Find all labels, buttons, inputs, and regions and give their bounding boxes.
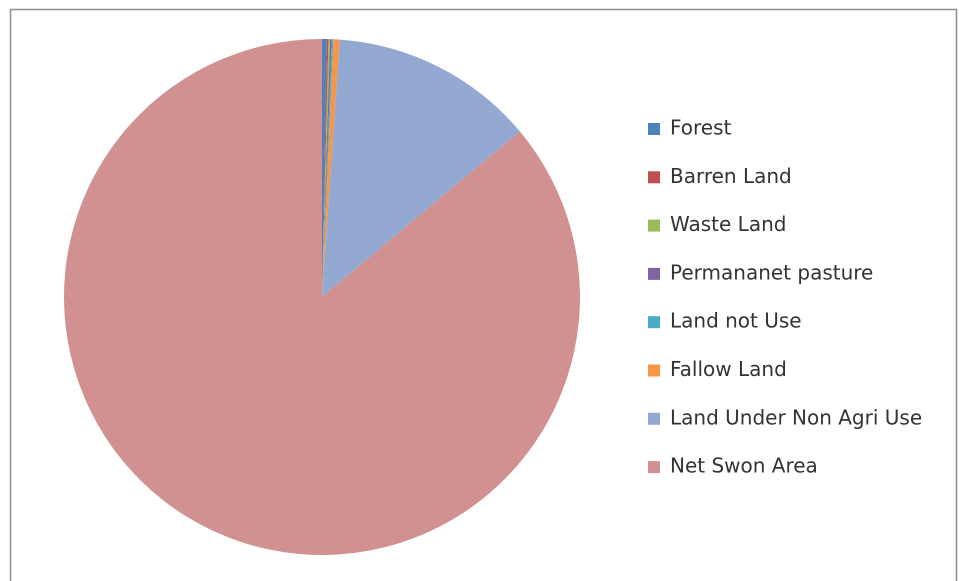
legend-label: Net Swon Area — [670, 454, 818, 478]
pie-slice — [322, 39, 332, 297]
pie-slice — [322, 39, 520, 298]
legend-label: Land Under Non Agri Use — [670, 405, 922, 429]
legend-label: Barren Land — [670, 164, 792, 188]
legend-swatch — [648, 364, 660, 377]
legend-label: Permananet pasture — [670, 260, 873, 284]
legend-swatch — [648, 123, 660, 135]
legend-label: Land not Use — [670, 309, 802, 333]
pie-slice — [322, 39, 329, 297]
pie-slice — [64, 39, 581, 555]
pie-slice — [322, 39, 340, 297]
pie-slice — [322, 39, 334, 297]
pie-slice — [322, 39, 327, 297]
pie-slice — [322, 39, 331, 297]
legend-swatch — [648, 412, 660, 425]
legend-label: Forest — [670, 116, 732, 140]
legend-label: Fallow Land — [670, 357, 787, 381]
legend-swatch — [648, 316, 660, 329]
legend-swatch — [648, 219, 660, 232]
legend-swatch — [648, 267, 660, 280]
legend-label: Waste Land — [670, 212, 786, 236]
legend-swatch — [648, 171, 660, 184]
legend-swatch — [648, 461, 660, 474]
